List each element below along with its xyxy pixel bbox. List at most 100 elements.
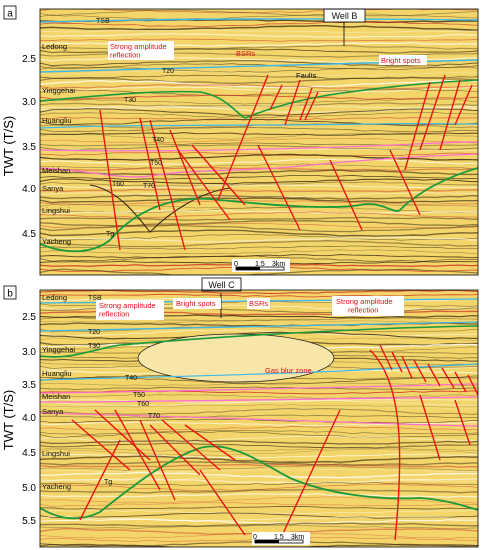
formation-yacheng: Yacheng <box>42 237 71 246</box>
annotation-faults: Faults <box>296 71 317 80</box>
well-c-label: Well C <box>208 280 235 290</box>
fault-line <box>299 87 313 121</box>
fault-line <box>184 424 236 461</box>
fault-line <box>94 409 151 461</box>
seismic-reflector <box>40 194 478 200</box>
seismic-reflector <box>40 482 478 486</box>
seismic-reflector <box>40 104 478 110</box>
fault-line <box>427 363 441 387</box>
seismic-reflector <box>40 224 478 233</box>
strong-amplitude-line2: reflection <box>110 51 140 60</box>
panel-a-y-ticks: 2.5 3.0 3.5 4.0 4.5 <box>22 54 36 240</box>
fault-line <box>419 394 441 461</box>
strong-amplitude-line1: Strong amplitude <box>110 42 167 51</box>
seismic-reflector <box>40 516 478 522</box>
fault-line <box>413 359 427 383</box>
fault-line <box>454 84 473 126</box>
tick-b-4-0: 4.0 <box>22 413 36 424</box>
seismic-reflector <box>40 430 478 435</box>
formation-sanya: Sanya <box>42 184 64 193</box>
seismic-reflector <box>40 38 478 42</box>
annotation-gas-blur-zone: Gas blur zone <box>265 366 312 375</box>
seismic-reflector <box>40 290 478 294</box>
formation-yinggehai: Yinggehai <box>42 86 75 95</box>
seismic-reflector <box>40 184 478 189</box>
seismic-reflector <box>40 153 478 161</box>
seismic-reflector <box>40 493 478 498</box>
seismic-reflector <box>40 98 478 105</box>
label-t30: T30 <box>124 97 136 104</box>
scale-end: 3km <box>291 534 304 541</box>
seismic-reflector <box>40 178 478 185</box>
seismic-reflector <box>40 478 478 484</box>
formation-ledong: Ledong <box>42 293 67 302</box>
bsrs-bg <box>247 298 270 309</box>
seismic-reflector <box>40 404 478 408</box>
seismic-reflector <box>40 60 478 67</box>
panel-b-annotations: Strong amplitude reflection Bright spots… <box>96 296 404 375</box>
tick-b-5-5: 5.5 <box>22 516 36 527</box>
seismic-reflector <box>40 169 478 176</box>
seismic-reflector <box>40 418 478 424</box>
seismic-reflector <box>40 181 478 187</box>
strong-amplitude-right-bg <box>332 296 404 316</box>
seismic-reflector <box>40 236 478 243</box>
horizon-tsb <box>40 18 478 23</box>
label-t40: T40 <box>152 137 164 144</box>
seismic-reflector <box>40 29 478 33</box>
seismic-reflector <box>40 414 478 418</box>
horizon-t40 <box>40 363 478 381</box>
seismic-reflector <box>40 249 478 255</box>
seismic-reflector <box>40 94 478 100</box>
fault-line <box>284 79 301 126</box>
panel-b-well-c: Well C <box>201 277 242 318</box>
tick-a-3-5: 3.5 <box>22 142 36 153</box>
seismic-reflector <box>40 431 478 438</box>
seismic-reflector <box>40 406 478 411</box>
label-t30: T30 <box>88 343 100 350</box>
seismic-reflector <box>40 21 478 27</box>
fault-line <box>149 424 201 476</box>
formation-yinggehai: Yinggehai <box>42 345 75 354</box>
fault-line <box>404 81 431 171</box>
seismic-reflector <box>40 132 478 136</box>
seismic-reflector <box>40 166 478 172</box>
fault-line <box>99 109 121 251</box>
fault-line <box>401 355 413 379</box>
seismic-reflector <box>40 522 478 528</box>
tick-b-5-0: 5.0 <box>22 483 36 494</box>
seismic-reflector <box>40 9 478 14</box>
scale-mid: 1.5 <box>255 261 265 268</box>
scale-end: 3km <box>272 261 285 268</box>
formation-lingshui: Lingshui <box>42 206 70 215</box>
label-t50: T50 <box>150 160 162 167</box>
horizon-t30-green <box>40 325 478 358</box>
seismic-reflector <box>40 158 478 165</box>
label-t60: T60 <box>112 181 124 188</box>
fault-line <box>257 144 301 231</box>
seismic-reflector <box>40 211 478 218</box>
horizon-tsb <box>40 298 478 304</box>
seismic-reflector <box>40 382 478 387</box>
fault-line <box>441 367 455 389</box>
fault-line <box>439 79 461 151</box>
scale-mid: 1.5 <box>274 534 284 541</box>
fault-line <box>369 349 401 541</box>
fault-line <box>161 419 221 471</box>
label-t70: T70 <box>143 183 155 190</box>
fault-line <box>139 117 161 211</box>
horizon-tg <box>40 167 478 253</box>
tick-b-2-5: 2.5 <box>22 312 36 323</box>
panel-a-formation-labels: Ledong Yinggehai Huangliu Meishan Sanya … <box>42 42 75 246</box>
seismic-reflector <box>40 442 478 449</box>
tick-b-3-5: 3.5 <box>22 380 36 391</box>
formation-sanya: Sanya <box>42 407 64 416</box>
tick-b-3-0: 3.0 <box>22 347 36 358</box>
tick-a-2-5: 2.5 <box>22 54 36 65</box>
seismic-reflector <box>40 102 478 107</box>
label-tg: Tg <box>106 231 114 238</box>
seismic-reflector <box>40 76 478 84</box>
scale-bar-fill <box>236 267 260 270</box>
fault-line <box>467 374 478 396</box>
